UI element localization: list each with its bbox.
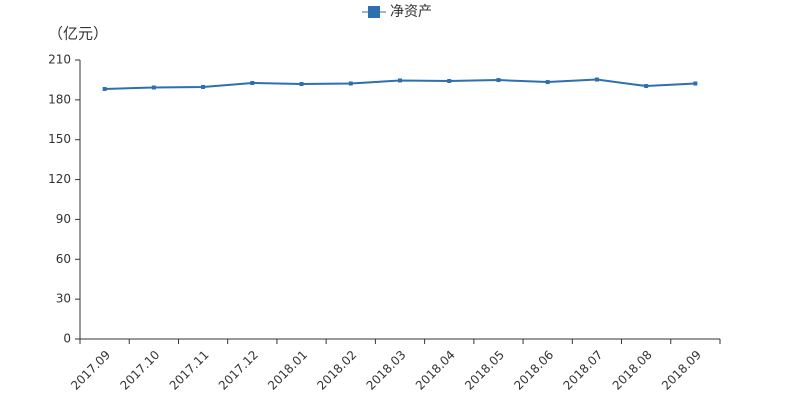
x-tick-label: 2018.05 [462, 348, 507, 393]
marker [693, 81, 698, 86]
marker [644, 84, 649, 89]
y-tick-label: 30 [56, 292, 71, 306]
y-tick-label: 90 [56, 212, 71, 226]
marker [201, 84, 206, 89]
x-tick-label: 2017.12 [216, 348, 261, 393]
y-tick-label: 210 [48, 53, 71, 67]
x-tick-label: 2018.01 [265, 348, 310, 393]
y-tick-label: 180 [48, 92, 71, 106]
marker [299, 82, 304, 87]
legend-label: 净资产 [390, 4, 432, 20]
marker [398, 78, 402, 83]
y-tick-label: 120 [48, 172, 71, 186]
marker [348, 81, 353, 86]
x-tick-label: 2018.09 [659, 348, 704, 393]
marker [496, 78, 501, 83]
y-axis-label: （亿元） [48, 25, 108, 43]
x-tick-label: 2017.10 [117, 348, 162, 393]
x-tick-label: 2017.11 [167, 348, 212, 393]
x-tick-label: 2017.09 [68, 348, 113, 393]
marker [151, 85, 156, 90]
y-tick-label: 60 [56, 252, 71, 266]
x-tick-label: 2018.07 [561, 348, 606, 393]
x-tick-label: 2018.04 [413, 348, 458, 393]
marker [545, 80, 550, 85]
marker [594, 77, 599, 82]
x-tick-label: 2018.02 [314, 348, 359, 393]
x-tick-label: 2018.08 [610, 348, 655, 393]
marker [102, 86, 107, 91]
marker [250, 80, 255, 85]
y-tick-label: 0 [63, 332, 71, 346]
x-tick-label: 2018.06 [511, 348, 556, 393]
legend-marker [368, 6, 380, 18]
y-tick-label: 150 [48, 132, 71, 146]
x-tick-label: 2018.03 [364, 348, 409, 393]
marker [447, 78, 452, 83]
